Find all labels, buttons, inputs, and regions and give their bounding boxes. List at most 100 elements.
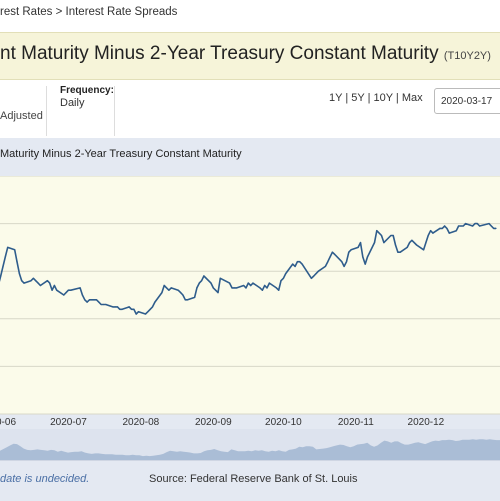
data-point: [458, 225, 460, 227]
data-point: [65, 292, 67, 294]
seasonal-adjustment-value: Adjusted: [0, 110, 43, 122]
data-point: [144, 313, 147, 315]
data-point: [4, 256, 6, 258]
data-point: [252, 282, 254, 284]
data-point: [296, 261, 298, 263]
info-divider: [46, 86, 47, 136]
data-point: [324, 265, 326, 267]
range-5y-link[interactable]: 5Y: [351, 92, 365, 104]
data-point: [135, 313, 137, 315]
data-point: [236, 287, 238, 289]
data-point: [310, 277, 312, 279]
data-point: [116, 306, 119, 308]
data-point: [394, 244, 397, 246]
data-point: [455, 230, 457, 232]
range-10y-link[interactable]: 10Y: [373, 92, 393, 104]
data-point: [427, 234, 429, 237]
data-point: [406, 246, 408, 248]
series-group: [0, 222, 497, 315]
data-point: [133, 308, 135, 310]
data-point: [299, 261, 301, 263]
data-point: [70, 289, 72, 291]
data-point: [441, 227, 443, 229]
data-point: [215, 289, 217, 291]
data-point: [95, 299, 98, 301]
data-point: [102, 303, 105, 306]
data-point: [63, 294, 65, 296]
range-max-link[interactable]: Max: [401, 92, 423, 104]
footnote: date is undecided.: [0, 473, 90, 485]
data-point: [53, 284, 56, 287]
data-point: [411, 239, 413, 241]
info-divider: [114, 86, 115, 136]
data-point: [476, 223, 478, 225]
data-point: [100, 303, 102, 306]
data-point: [285, 273, 287, 275]
data-point: [119, 308, 121, 310]
source-label[interactable]: Source: Federal Reserve Bank of St. Loui…: [149, 473, 358, 485]
x-tick-label: 2020-12: [408, 417, 445, 428]
data-point: [416, 244, 418, 246]
series-info-row: Adjusted Frequency: Daily 1Y | 5Y | 10Y …: [0, 80, 500, 136]
data-point: [121, 308, 123, 310]
x-tick-label: 0-06: [0, 417, 16, 428]
chart-header: Maturity Minus 2-Year Treasury Constant …: [0, 138, 500, 176]
data-point: [315, 273, 317, 275]
data-point: [444, 225, 446, 227]
series-code: (T10Y2Y): [443, 50, 491, 62]
data-point: [245, 287, 247, 289]
data-point: [98, 301, 100, 303]
data-point: [163, 284, 165, 287]
data-point: [112, 306, 114, 308]
data-point: [170, 287, 172, 289]
data-point: [294, 265, 296, 267]
data-point: [313, 275, 315, 277]
data-point: [35, 280, 37, 282]
page-title: nt Maturity Minus 2-Year Treasury Consta…: [0, 43, 491, 65]
data-point: [343, 265, 345, 267]
data-point: [259, 287, 261, 289]
data-point: [268, 282, 270, 284]
gridlines: [0, 176, 500, 415]
data-point: [0, 275, 2, 277]
data-point: [128, 306, 130, 308]
data-point: [217, 292, 219, 294]
data-point: [182, 294, 184, 296]
data-point: [250, 284, 252, 287]
series-title-bar: nt Maturity Minus 2-Year Treasury Consta…: [0, 32, 500, 80]
data-point: [264, 284, 266, 287]
data-point: [479, 225, 481, 227]
data-point: [334, 253, 336, 256]
data-point: [329, 256, 331, 258]
data-point: [390, 234, 392, 237]
data-point: [151, 306, 154, 308]
chart-panel: Maturity Minus 2-Year Treasury Constant …: [0, 138, 500, 460]
navigator[interactable]: [0, 439, 500, 460]
data-point: [229, 282, 231, 284]
data-point: [39, 284, 42, 287]
breadcrumb[interactable]: rest Rates > Interest Rate Spreads: [0, 6, 178, 18]
data-point: [46, 280, 49, 282]
data-point: [364, 263, 366, 265]
line-chart[interactable]: 0-06 2020-07 2020-08 2020-09 2020-10 2020-11 2…: [0, 176, 500, 460]
data-point: [448, 232, 450, 234]
data-point: [376, 230, 378, 232]
data-point: [247, 282, 249, 284]
data-point: [490, 225, 492, 227]
x-tick-labels: 0-06 2020-07 2020-08 2020-09 2020-10 2020-11 2…: [0, 417, 445, 428]
data-point: [210, 282, 212, 284]
data-point: [327, 261, 329, 263]
data-point: [493, 227, 495, 229]
frequency-value: Daily: [60, 97, 85, 109]
data-point: [166, 287, 168, 289]
data-point: [16, 261, 18, 263]
start-date-input[interactable]: 2020-03-17: [434, 88, 500, 114]
range-1y-link[interactable]: 1Y: [329, 92, 343, 104]
x-tick-label: 2020-10: [265, 417, 302, 428]
data-point: [462, 225, 464, 227]
data-point: [465, 223, 467, 225]
data-point: [432, 232, 434, 234]
data-point: [233, 287, 235, 289]
data-point: [177, 289, 179, 291]
data-point: [168, 289, 170, 291]
